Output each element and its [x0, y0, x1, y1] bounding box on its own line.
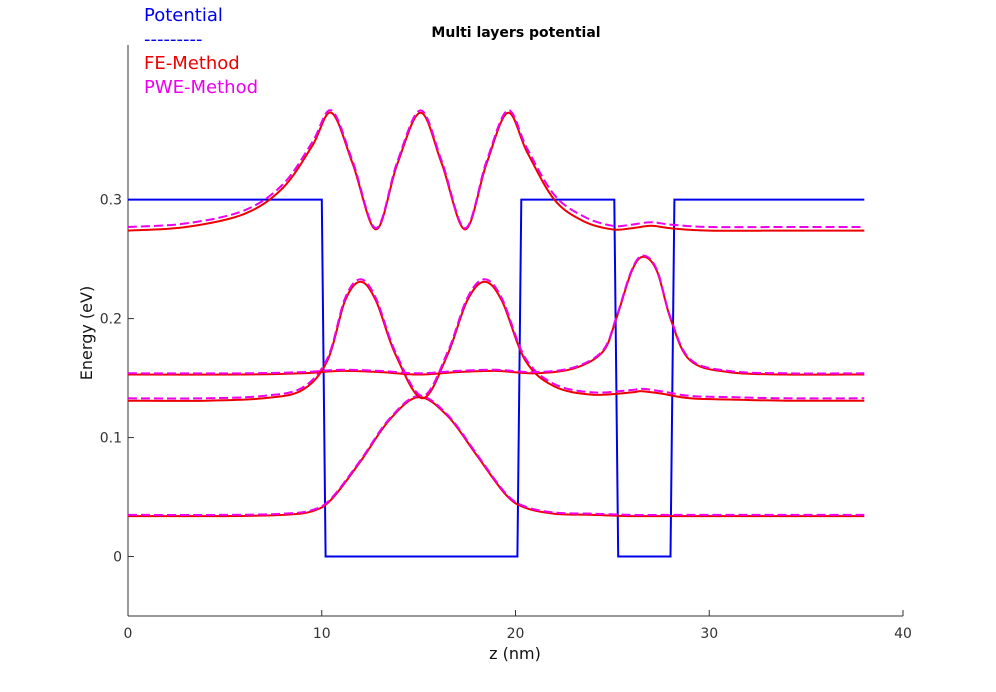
y-tick-label: 0 — [113, 550, 122, 566]
potential-line — [128, 198, 865, 558]
x-tick-label: 10 — [313, 626, 331, 642]
pwe-method-line-4 — [127, 109, 865, 230]
x-tick-label: 40 — [894, 626, 912, 642]
legend-entry-potential: Potential — [144, 5, 223, 26]
x-tick-label: 30 — [700, 626, 718, 642]
fe-method-line-4 — [127, 111, 865, 232]
legend-entry-dashes: --------- — [144, 29, 203, 50]
legend: Potential --------- FE-Method PWE-Method — [144, 4, 258, 100]
legend-entry-fe-method: FE-Method — [144, 53, 240, 74]
x-tick-label: 20 — [507, 626, 525, 642]
x-ticks: 0 10 20 30 40 — [124, 610, 912, 642]
y-tick-label: 0.1 — [100, 431, 122, 447]
fe-method-line-2 — [127, 280, 865, 402]
series-layer — [127, 109, 865, 558]
chart-title: Multi layers potential — [431, 25, 600, 41]
pwe-method-line-3 — [127, 254, 865, 375]
y-tick-label: 0.2 — [100, 312, 122, 328]
legend-entry-pwe-method: PWE-Method — [144, 77, 259, 98]
fe-method-line-1 — [127, 396, 865, 518]
fe-method-line-3 — [127, 255, 865, 376]
x-axis-label: z (nm) — [489, 644, 541, 663]
y-ticks: 0 0.1 0.2 0.3 — [100, 193, 134, 566]
pwe-method-line-1 — [127, 394, 865, 516]
y-axis-label: Energy (eV) — [77, 286, 96, 380]
pwe-method-line-2 — [127, 278, 865, 400]
x-tick-label: 0 — [124, 626, 133, 642]
y-tick-label: 0.3 — [100, 193, 122, 209]
